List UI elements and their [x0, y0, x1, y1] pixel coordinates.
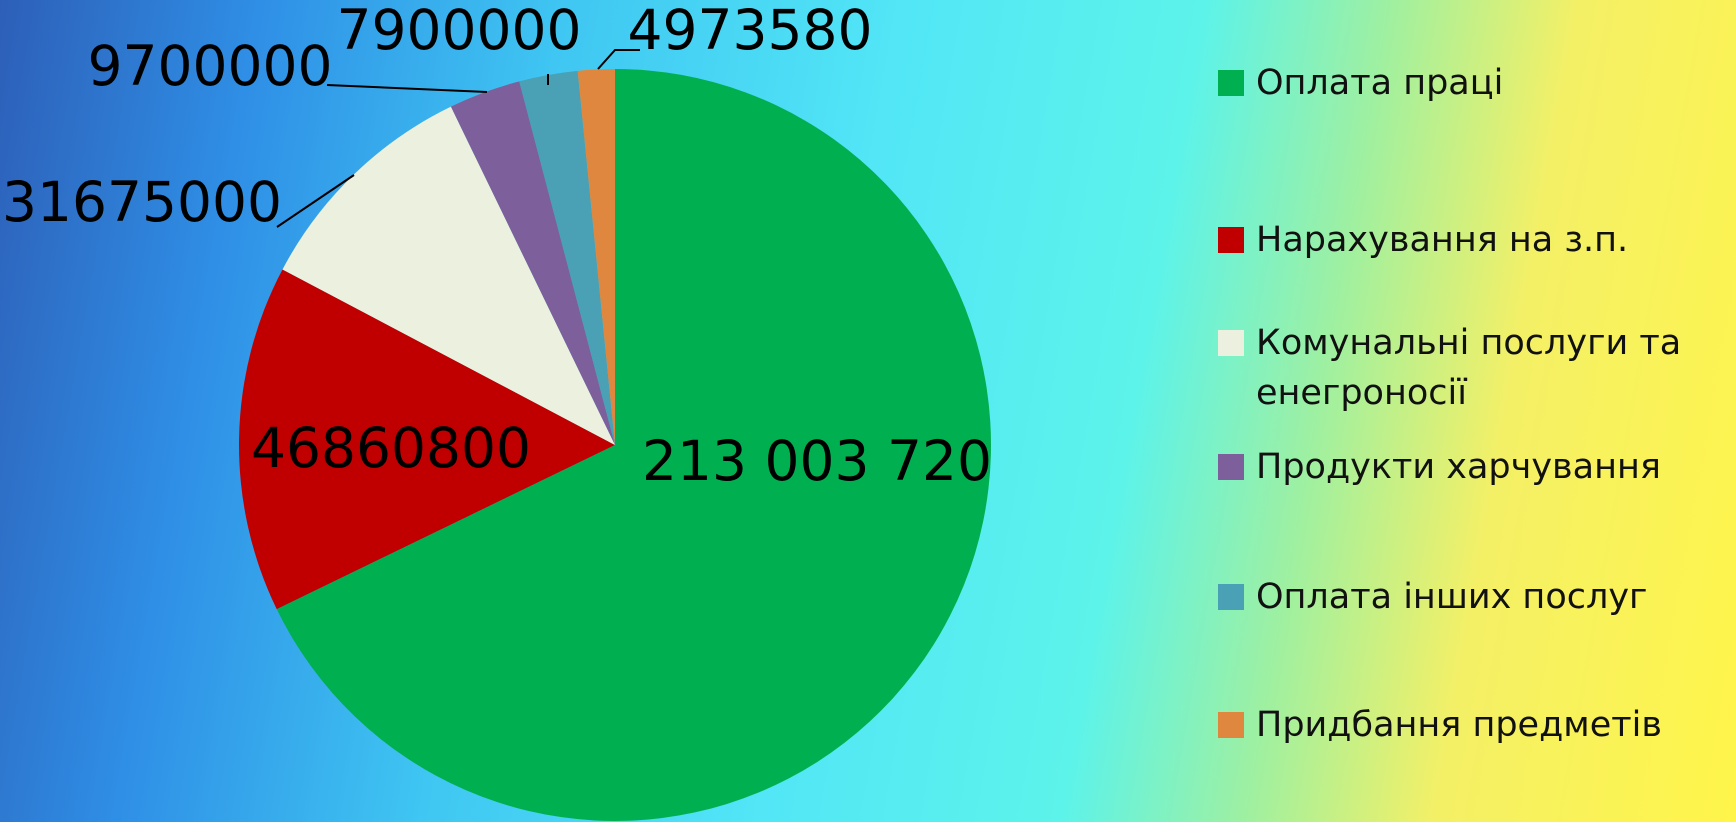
- pie-slice: [282, 106, 615, 446]
- data-label: 31675000: [2, 170, 282, 234]
- legend-swatch: [1218, 712, 1244, 738]
- legend-swatch: [1218, 330, 1244, 356]
- legend-swatch: [1218, 227, 1244, 253]
- pie-slice: [519, 70, 615, 446]
- data-label: 9700000: [88, 34, 333, 98]
- leader-line: [326, 84, 488, 93]
- legend-swatch: [1218, 70, 1244, 96]
- legend-label: Нарахування на з.п.: [1256, 220, 1629, 260]
- legend-item: Нарахування на з.п.: [1218, 215, 1716, 265]
- leader-line: [597, 49, 640, 70]
- legend-label: Комунальні послуги та енегроносії: [1256, 323, 1682, 413]
- pie-slice: [239, 269, 616, 610]
- legend-item: Продукти харчування: [1218, 442, 1716, 492]
- legend-item: Оплата інших послуг: [1218, 572, 1716, 622]
- legend-item: Оплата праці: [1218, 58, 1716, 108]
- legend-item: Комунальні послуги та енегроносії: [1218, 318, 1716, 418]
- data-label: 46860800: [251, 416, 531, 480]
- leader-line: [276, 174, 355, 228]
- legend-swatch: [1218, 584, 1244, 610]
- legend-label: Оплата інших послуг: [1256, 577, 1648, 617]
- pie-slice: [577, 69, 615, 445]
- pie-slice: [276, 69, 992, 821]
- legend-item: Придбання предметів: [1218, 700, 1716, 750]
- data-label: 4973580: [628, 0, 873, 62]
- legend-label: Придбання предметів: [1256, 705, 1662, 745]
- legend: Оплата праці Нарахування на з.п. Комунальн…: [1218, 0, 1718, 822]
- data-label: 7900000: [337, 0, 582, 62]
- pie-slice: [450, 81, 615, 445]
- legend-label: Продукти харчування: [1256, 447, 1661, 487]
- legend-swatch: [1218, 454, 1244, 480]
- legend-label: Оплата праці: [1256, 63, 1504, 103]
- data-label: 213 003 720: [642, 429, 992, 493]
